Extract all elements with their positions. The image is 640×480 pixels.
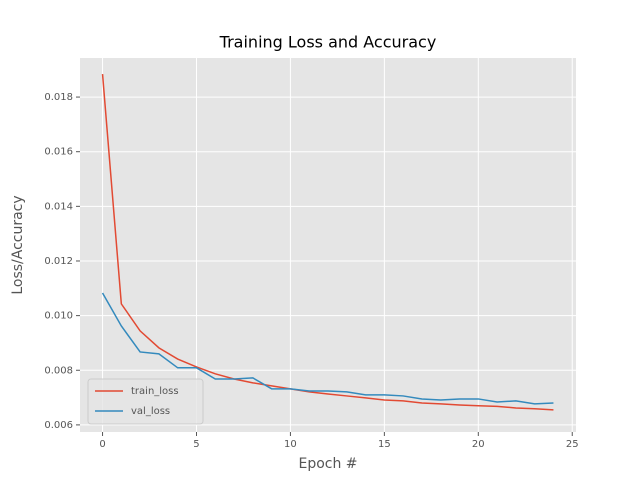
- legend-label: train_loss: [131, 386, 179, 397]
- y-tick-label: 0.006: [44, 420, 73, 431]
- legend-label: val_loss: [131, 406, 170, 417]
- x-tick-label: 5: [193, 439, 199, 450]
- y-axis-label: Loss/Accuracy: [10, 195, 26, 294]
- y-tick-label: 0.008: [44, 365, 73, 376]
- plot-background: [80, 58, 576, 432]
- x-tick-label: 25: [566, 439, 579, 450]
- x-tick-label: 20: [472, 439, 485, 450]
- y-tick-label: 0.016: [44, 147, 73, 158]
- x-tick-label: 15: [378, 439, 391, 450]
- y-tick-label: 0.012: [44, 256, 73, 267]
- chart-title: Training Loss and Accuracy: [219, 33, 437, 52]
- y-tick-label: 0.010: [44, 311, 73, 322]
- y-tick-label: 0.018: [44, 92, 73, 103]
- x-axis-label: Epoch #: [298, 456, 357, 472]
- y-tick-label: 0.014: [44, 201, 73, 212]
- line: [101, 74, 554, 411]
- line: [101, 292, 554, 405]
- x-tick-label: 10: [284, 439, 297, 450]
- x-tick-label: 0: [99, 439, 105, 450]
